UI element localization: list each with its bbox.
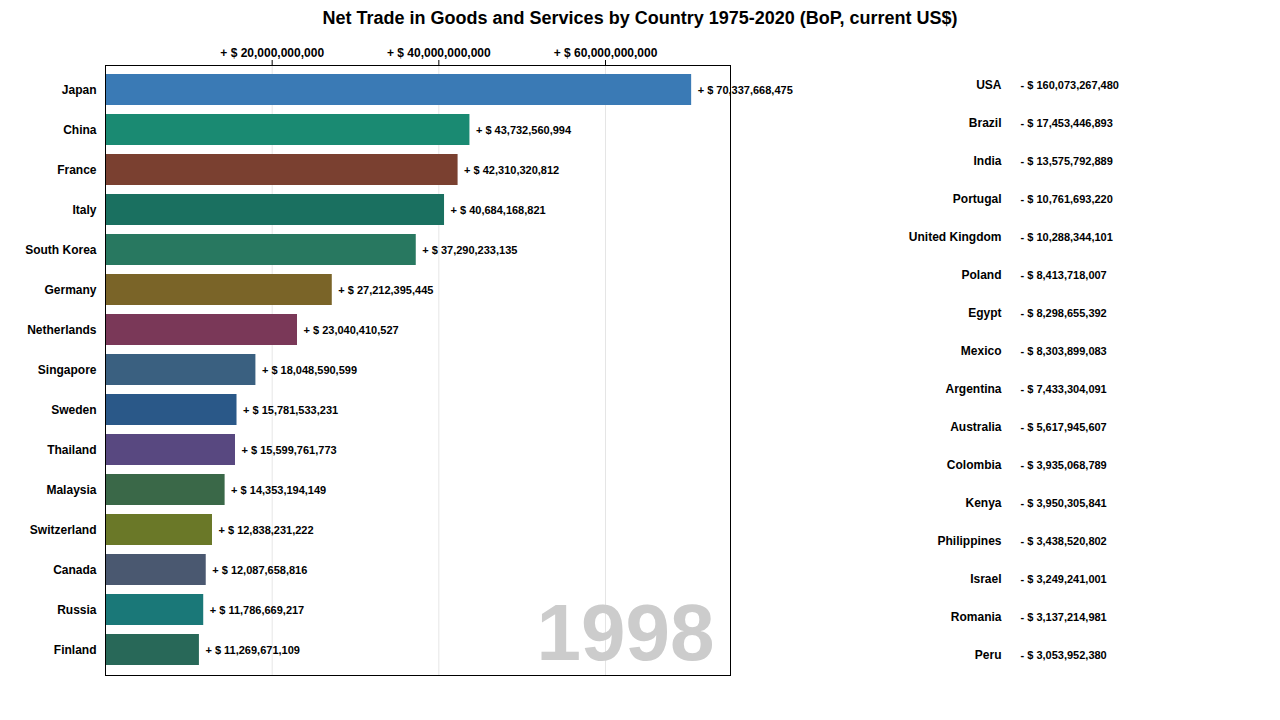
svg-text:Japan: Japan <box>62 83 97 97</box>
svg-text:India: India <box>973 154 1001 168</box>
svg-text:+ $ 14,353,194,149: + $ 14,353,194,149 <box>231 484 326 496</box>
svg-text:+ $ 15,599,761,773: + $ 15,599,761,773 <box>241 444 336 456</box>
svg-text:Sweden: Sweden <box>51 403 96 417</box>
svg-text:- $ 10,288,344,101-10288344101: - $ 10,288,344,101-10288344101 <box>1021 231 1113 243</box>
svg-text:Australia: Australia <box>950 420 1002 434</box>
svg-text:- $ 8,298,655,392-8298655392: - $ 8,298,655,392-8298655392 <box>1021 307 1107 319</box>
svg-text:+ $ 43,732,560,994: + $ 43,732,560,994 <box>476 124 572 136</box>
svg-text:Germany: Germany <box>44 283 96 297</box>
svg-text:Malaysia: Malaysia <box>46 483 96 497</box>
svg-text:+ $ 37,290,233,135: + $ 37,290,233,135 <box>422 244 517 256</box>
svg-text:Argentina: Argentina <box>945 382 1001 396</box>
svg-text:+ $ 11,786,669,217: + $ 11,786,669,217 <box>210 604 305 616</box>
svg-text:+ $ 40,000,000,000: + $ 40,000,000,000 <box>387 46 491 60</box>
svg-text:Israel: Israel <box>970 572 1001 586</box>
svg-text:1998: 1998 <box>537 588 715 677</box>
svg-text:+ $ 20,000,000,000: + $ 20,000,000,000 <box>220 46 324 60</box>
html-text:Net Trade in Goods and Service: Net Trade in Goods and Services by Count… <box>322 8 958 28</box>
svg-text:- $ 3,935,068,789-3935068789: - $ 3,935,068,789-3935068789 <box>1021 459 1107 471</box>
svg-text:Finland: Finland <box>54 643 97 657</box>
svg-text:Singapore: Singapore <box>38 363 97 377</box>
svg-text:Philippines: Philippines <box>937 534 1001 548</box>
svg-text:United Kingdom: United Kingdom <box>909 230 1002 244</box>
svg-text:France: France <box>57 163 97 177</box>
svg-text:Italy: Italy <box>72 203 96 217</box>
svg-text:- $ 10,761,693,220-10761693220: - $ 10,761,693,220-10761693220 <box>1021 193 1113 205</box>
svg-text:+ $ 12,087,658,816: + $ 12,087,658,816 <box>212 564 307 576</box>
svg-text:- $ 8,303,899,083-8303899083: - $ 8,303,899,083-8303899083 <box>1021 345 1107 357</box>
svg-text:Netherlands: Netherlands <box>27 323 97 337</box>
svg-text:- $ 3,249,241,001-3249241001: - $ 3,249,241,001-3249241001 <box>1021 573 1107 585</box>
svg-text:+ $ 42,310,320,812: + $ 42,310,320,812 <box>464 164 559 176</box>
svg-text:- $ 7,433,304,091-7433304091: - $ 7,433,304,091-7433304091 <box>1021 383 1107 395</box>
svg-text:Portugal: Portugal <box>953 192 1002 206</box>
svg-text:+ $ 60,000,000,000: + $ 60,000,000,000 <box>554 46 658 60</box>
svg-text:Switzerland: Switzerland <box>30 523 97 537</box>
svg-text:+ $ 15,781,533,231: + $ 15,781,533,231 <box>243 404 338 416</box>
svg-text:- $ 3,438,520,802-3438520802: - $ 3,438,520,802-3438520802 <box>1021 535 1107 547</box>
svg-text:USA: USA <box>976 78 1002 92</box>
svg-text:- $ 17,453,446,893-17453446893: - $ 17,453,446,893-17453446893 <box>1021 117 1113 129</box>
svg-text:+ $ 27,212,395,445: + $ 27,212,395,445 <box>338 284 433 296</box>
svg-text:+ $ 40,684,168,821: + $ 40,684,168,821 <box>451 204 546 216</box>
svg-text:Colombia: Colombia <box>947 458 1002 472</box>
svg-text:- $ 3,950,305,841-3950305841: - $ 3,950,305,841-3950305841 <box>1021 497 1107 509</box>
svg-text:- $ 160,073,267,480-1600732674: - $ 160,073,267,480-160073267480 <box>1021 79 1119 91</box>
svg-text:- $ 3,137,214,981-3137214981: - $ 3,137,214,981-3137214981 <box>1021 611 1107 623</box>
svg-text:+ $ 70,337,668,475: + $ 70,337,668,475 <box>698 84 793 96</box>
svg-text:Romania: Romania <box>951 610 1002 624</box>
svg-text:South Korea: South Korea <box>25 243 97 257</box>
svg-text:- $ 3,053,952,380-3053952380: - $ 3,053,952,380-3053952380 <box>1021 649 1107 661</box>
svg-text:+ $ 18,048,590,599: + $ 18,048,590,599 <box>262 364 357 376</box>
svg-text:Brazil: Brazil <box>969 116 1002 130</box>
svg-text:- $ 5,617,945,607-5617945607: - $ 5,617,945,607-5617945607 <box>1021 421 1107 433</box>
svg-text:- $ 13,575,792,889-13575792889: - $ 13,575,792,889-13575792889 <box>1021 155 1113 167</box>
svg-text:China: China <box>63 123 97 137</box>
svg-text:Thailand: Thailand <box>47 443 96 457</box>
svg-text:Russia: Russia <box>57 603 97 617</box>
svg-text:Poland: Poland <box>961 268 1001 282</box>
svg-text:Kenya: Kenya <box>965 496 1001 510</box>
svg-text:+ $ 11,269,671,109: + $ 11,269,671,109 <box>205 644 300 656</box>
svg-text:Peru: Peru <box>975 648 1002 662</box>
svg-text:+ $ 23,040,410,527: + $ 23,040,410,527 <box>304 324 399 336</box>
svg-text:Egypt: Egypt <box>968 306 1001 320</box>
svg-text:Mexico: Mexico <box>961 344 1002 358</box>
svg-text:+ $ 12,838,231,222: + $ 12,838,231,222 <box>218 524 313 536</box>
svg-text:- $ 8,413,718,007-8413718007: - $ 8,413,718,007-8413718007 <box>1021 269 1107 281</box>
svg-text:Canada: Canada <box>53 563 97 577</box>
